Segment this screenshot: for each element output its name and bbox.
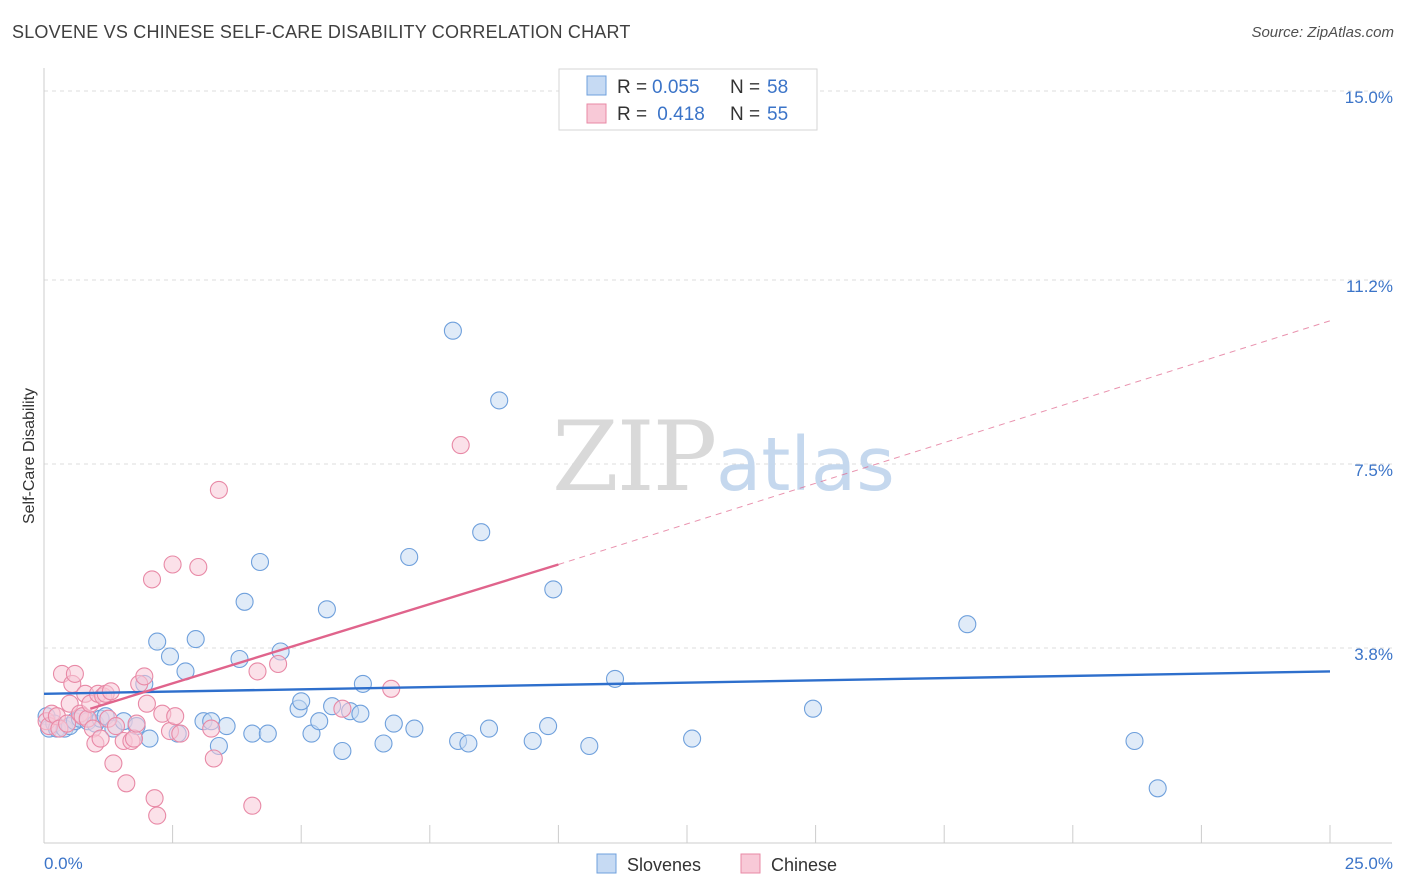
gridlines xyxy=(44,90,1392,649)
chinese-point-48 xyxy=(333,699,352,718)
data-points xyxy=(37,321,1167,825)
legend-r-label-chinese: R = xyxy=(617,104,647,125)
slovenes-point-44 xyxy=(400,547,419,567)
chinese-point-45 xyxy=(243,796,262,815)
slovenes-point-46 xyxy=(443,321,462,340)
slovenes-point-18 xyxy=(160,647,180,666)
legend-swatch-slovenes xyxy=(586,75,607,96)
slovenes-point-29 xyxy=(250,552,270,572)
chinese-point-18 xyxy=(91,729,110,748)
legend-r-value-chinese: 0.418 xyxy=(652,104,705,125)
chinese-point-29 xyxy=(127,714,146,733)
slovenes-point-25 xyxy=(217,717,236,736)
x-tick-label-0: 0.0% xyxy=(44,854,83,873)
slovenes-point-36 xyxy=(317,600,336,619)
slovenes-point-16 xyxy=(140,729,159,748)
legend-r-value-slovenes: 0.055 xyxy=(652,77,700,98)
y-axis-label: Self-Care Disability xyxy=(21,388,38,524)
legend-n-label-slovenes: N = xyxy=(730,77,760,98)
slovenes-point-60 xyxy=(1125,731,1144,751)
slovenes-point-28 xyxy=(243,724,262,743)
bottom-legend: Slovenes Chinese xyxy=(596,853,837,875)
chart-title: SLOVENE VS CHINESE SELF-CARE DISABILITY … xyxy=(12,22,631,42)
chinese-point-35 xyxy=(148,806,167,825)
slovenes-point-55 xyxy=(580,736,599,756)
slovenes-point-38 xyxy=(333,741,352,761)
slovenes-point-51 xyxy=(490,391,509,410)
chinese-point-41 xyxy=(189,557,208,577)
chinese-point-34 xyxy=(145,789,164,808)
y-tick-label-2: 11.2% xyxy=(1346,277,1393,296)
chinese-point-26 xyxy=(117,774,136,793)
slovenes-point-42 xyxy=(374,734,393,753)
slovenes-point-41 xyxy=(353,674,372,693)
slovenes-point-27 xyxy=(235,592,254,611)
source-label: Source: ZipAtlas.com xyxy=(1251,24,1394,41)
legend-n-value-chinese: 55 xyxy=(767,104,788,125)
slovenes-point-40 xyxy=(351,704,370,723)
chinese-point-50 xyxy=(451,436,470,455)
watermark: ZIP atlas xyxy=(552,401,895,513)
slovenes-point-59 xyxy=(958,615,977,634)
slovenes-point-33 xyxy=(292,692,311,711)
y-tick-label-3: 15.0% xyxy=(1345,88,1393,107)
chinese-point-32 xyxy=(137,694,156,713)
y-tick-label-0: 3.8% xyxy=(1354,645,1393,664)
slovenes-point-57 xyxy=(683,729,702,748)
watermark-atlas: atlas xyxy=(716,422,895,508)
chinese-point-38 xyxy=(163,555,182,574)
chinese-trend-line xyxy=(89,563,559,710)
y-tick-labels: 3.8% 7.5% 11.2% 15.0% xyxy=(1345,88,1393,664)
bottom-legend-swatch-chinese xyxy=(740,853,761,874)
legend-n-value-slovenes: 58 xyxy=(767,77,788,98)
chinese-point-23 xyxy=(104,754,123,773)
legend-n-label-chinese: N = xyxy=(730,104,760,125)
legend: R = 0.055 N = 58 R = 0.418 N = 55 xyxy=(558,68,818,131)
slovenes-trend-line xyxy=(43,670,1331,695)
chinese-point-9 xyxy=(65,664,84,683)
chinese-point-42 xyxy=(202,719,221,738)
x-ticks xyxy=(172,825,1331,843)
watermark-zip: ZIP xyxy=(552,401,715,513)
chinese-point-46 xyxy=(248,662,267,681)
legend-swatch-chinese xyxy=(586,103,607,124)
slovenes-point-35 xyxy=(310,712,329,731)
y-tick-label-1: 7.5% xyxy=(1354,461,1393,480)
bottom-legend-swatch-slovenes xyxy=(596,853,617,874)
slovenes-point-21 xyxy=(186,630,205,649)
slovenes-point-54 xyxy=(544,580,563,599)
chinese-point-43 xyxy=(204,749,223,768)
x-tick-label-1: 25.0% xyxy=(1345,854,1393,873)
trend-lines xyxy=(43,320,1331,710)
slovenes-point-50 xyxy=(479,719,499,738)
slovenes-point-52 xyxy=(523,731,542,751)
chinese-point-33 xyxy=(142,570,162,589)
chinese-point-40 xyxy=(171,724,190,743)
chinese-point-39 xyxy=(166,707,185,726)
chinese-point-44 xyxy=(209,480,228,499)
slovenes-point-45 xyxy=(405,719,424,738)
chinese-point-24 xyxy=(106,717,126,736)
chinese-point-22 xyxy=(101,682,120,701)
slovenes-point-58 xyxy=(803,699,823,718)
x-tick-labels: 0.0% 25.0% xyxy=(44,854,1393,873)
chinese-point-31 xyxy=(135,667,154,686)
slovenes-point-53 xyxy=(539,717,558,736)
chinese-point-47 xyxy=(269,654,288,674)
chinese-point-6 xyxy=(58,714,77,733)
chinese-trend-extension xyxy=(558,320,1331,565)
slovenes-point-30 xyxy=(258,724,277,743)
slovenes-point-43 xyxy=(384,714,403,733)
chinese-point-28 xyxy=(124,729,144,748)
slovenes-point-48 xyxy=(459,734,478,753)
legend-r-label-slovenes: R = xyxy=(617,77,647,98)
slovenes-point-17 xyxy=(148,632,167,651)
slovenes-point-49 xyxy=(472,523,491,542)
bottom-legend-chinese: Chinese xyxy=(771,855,837,875)
slovenes-point-61 xyxy=(1148,779,1167,798)
bottom-legend-slovenes: Slovenes xyxy=(627,855,701,875)
